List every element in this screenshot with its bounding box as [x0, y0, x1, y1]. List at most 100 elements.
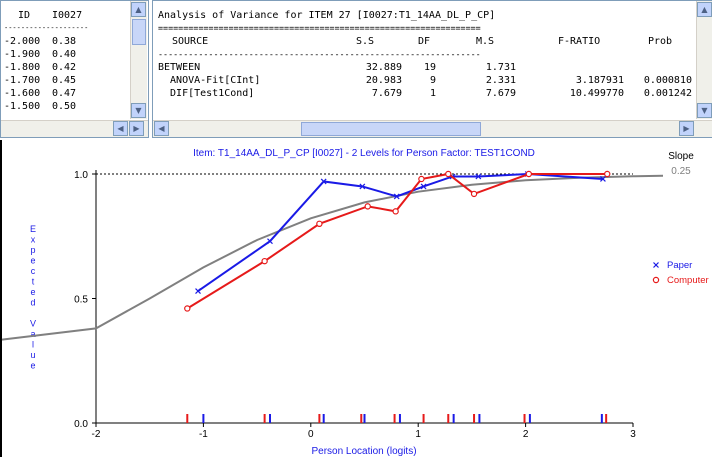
- anova-cell: ANOVA-Fit[CInt]: [158, 75, 261, 86]
- x-tick-label: -1: [199, 429, 208, 440]
- expected-cell: 0.40: [52, 49, 77, 60]
- legend-computer-marker: [652, 276, 660, 284]
- slope-label: Slope: [668, 151, 694, 162]
- y-axis-label-letter: c: [31, 266, 36, 276]
- location-cell: -1.500: [4, 101, 41, 112]
- y-axis-label-letter: l: [32, 340, 34, 350]
- scroll-right-icon[interactable]: ▶: [679, 121, 694, 136]
- computer-point: [470, 190, 478, 198]
- y-axis-label-letter: a: [30, 329, 35, 339]
- ss-header: S.S: [356, 36, 375, 47]
- anova-cell: 1.731: [485, 62, 516, 73]
- anova-cell: 7.679: [485, 88, 516, 99]
- paper-point-stroke: [600, 176, 606, 182]
- computer-series-line: [186, 172, 608, 310]
- prob-header: Prob: [648, 36, 673, 47]
- y-axis-label-letter: E: [30, 224, 36, 234]
- scroll-down-icon[interactable]: ▼: [131, 103, 146, 118]
- y-axis-label-letter: e: [30, 256, 35, 266]
- y-axis-label-letter: d: [30, 298, 35, 308]
- computer-point: [364, 203, 371, 210]
- scroll-left-icon[interactable]: ◀: [113, 121, 128, 136]
- scroll-up-icon[interactable]: ▲: [131, 2, 146, 17]
- paper-point-stroke: [359, 183, 366, 190]
- anova-row: ANOVA-Fit[CInt] 20.983 9 2.331 3.187931 0.000…: [158, 74, 693, 87]
- anova-vscroll[interactable]: ▲ ▼: [696, 1, 712, 119]
- id-table: ID I0027 -------------------- -2.000 0.38…: [4, 9, 129, 119]
- anova-cell: 7.679: [371, 88, 402, 99]
- computer-point: [418, 175, 425, 183]
- expected-cell: 0.50: [52, 101, 77, 112]
- paper-point-stroke: [320, 178, 327, 185]
- anova-hscroll[interactable]: ◀ ▶: [153, 120, 712, 137]
- location-cell: -1.800: [4, 62, 41, 73]
- anova-cell: 2.331: [485, 75, 516, 86]
- icc-chart: Item: T1_14AA_DL_P_CP [I0027] - 2 Levels…: [0, 140, 712, 457]
- expected-cell: 0.45: [52, 75, 77, 86]
- item-header: I0027: [52, 10, 83, 21]
- expected-cell: 0.38: [52, 36, 77, 47]
- computer-point: [392, 208, 399, 215]
- anova-cell: 10.499770: [569, 88, 624, 99]
- anova-content: Analysis of Variance for ITEM 27 [I0027:…: [158, 9, 693, 119]
- id-table-row: -1.500 0.50: [4, 100, 129, 113]
- y-axis-label-letter: t: [32, 277, 35, 287]
- anova-cell: 9: [429, 75, 436, 86]
- anova-cell: 0.001242: [643, 88, 692, 99]
- anova-cell: 32.889: [365, 62, 402, 73]
- scroll-right-icon[interactable]: ▶: [129, 121, 144, 136]
- x-tick-label: 0: [308, 429, 314, 440]
- id-table-hscroll[interactable]: ◀ ▶: [1, 120, 148, 137]
- id-table-header: ID I0027: [4, 9, 129, 22]
- paper-point: [195, 288, 201, 294]
- scroll-thumb[interactable]: [132, 19, 146, 45]
- scroll-down-icon[interactable]: ▼: [697, 103, 712, 118]
- fratio-header: F-RATIO: [558, 36, 601, 47]
- id-table-row: -1.600 0.47: [4, 87, 129, 100]
- id-table-row: -1.700 0.45: [4, 74, 129, 87]
- computer-point: [445, 170, 452, 178]
- anova-title: Analysis of Variance for ITEM 27 [I0027:…: [158, 10, 496, 21]
- legend: Paper Computer: [652, 260, 709, 286]
- x-tick-label: -2: [92, 429, 101, 440]
- location-cell: -1.700: [4, 75, 41, 86]
- anova-cell: 1: [429, 88, 436, 99]
- hscroll-thumb[interactable]: [301, 122, 481, 136]
- anova-cell: BETWEEN: [158, 62, 201, 73]
- expected-cell: 0.47: [52, 88, 77, 99]
- legend-marker-stroke: [653, 262, 659, 268]
- id-table-pane[interactable]: ID I0027 -------------------- -2.000 0.38…: [0, 0, 149, 138]
- id-table-row: -1.800 0.42: [4, 61, 129, 74]
- scroll-left-icon[interactable]: ◀: [154, 121, 169, 136]
- legend-paper-marker: [653, 262, 659, 268]
- location-cell: -2.000: [4, 36, 41, 47]
- df-header: DF: [418, 36, 431, 47]
- paper-point: [267, 238, 273, 245]
- ms-header: M.S: [476, 36, 495, 47]
- y-tick-label: 0.5: [74, 295, 88, 306]
- x-tick-label: 1: [415, 429, 421, 440]
- location-cell: -1.900: [4, 49, 41, 60]
- id-table-vscroll[interactable]: ▲ ▼: [130, 1, 147, 119]
- x-axis-label: Person Location (logits): [311, 446, 416, 457]
- computer-point: [604, 170, 611, 178]
- computer-point: [525, 170, 533, 178]
- slope-value: 0.25: [671, 166, 691, 177]
- computer-point: [184, 305, 191, 312]
- y-axis-label-letter: x: [31, 235, 36, 245]
- paper-point-stroke: [420, 183, 427, 190]
- paper-point-stroke: [195, 288, 201, 294]
- anova-pane[interactable]: Analysis of Variance for ITEM 27 [I0027:…: [152, 0, 712, 138]
- location-cell: -1.600: [4, 88, 41, 99]
- paper-point: [420, 183, 427, 190]
- anova-double-rule: ========================================…: [158, 23, 481, 33]
- paper-point-stroke: [393, 193, 400, 200]
- source-header: SOURCE: [172, 36, 209, 47]
- computer-point: [261, 257, 268, 265]
- anova-row: DIF[Test1Cond] 7.679 1 7.679 10.499770 0.0012…: [158, 87, 693, 100]
- paper-series-line: [197, 172, 603, 292]
- id-header: ID: [18, 10, 31, 21]
- y-axis-label-letter: p: [30, 245, 35, 255]
- scroll-up-icon[interactable]: ▲: [697, 2, 712, 17]
